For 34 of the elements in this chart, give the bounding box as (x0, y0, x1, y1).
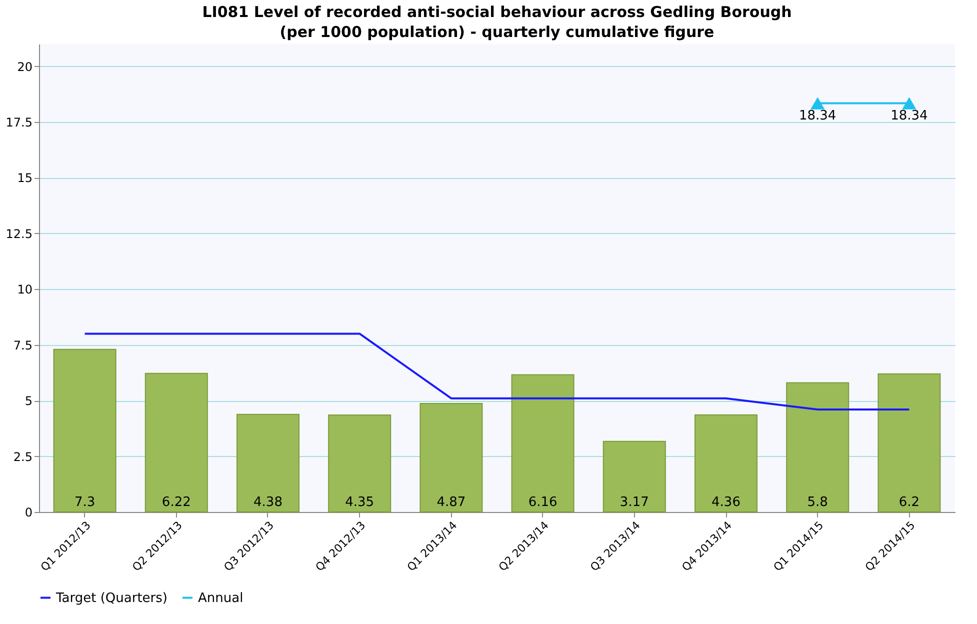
y-tick-label: 5 (24, 394, 32, 408)
bar (511, 374, 574, 512)
y-tick-label: 17.5 (6, 116, 32, 130)
bar (786, 382, 850, 512)
legend-label: Target (Quarters) (55, 590, 168, 606)
bar (236, 414, 300, 512)
data-label: 6.16 (528, 495, 558, 510)
data-label: 3.17 (620, 495, 649, 510)
data-label: 18.34 (890, 108, 928, 124)
data-label: 4.87 (436, 495, 466, 510)
bar (878, 373, 941, 512)
bar (420, 402, 483, 512)
bar (694, 414, 758, 512)
y-tick-label: 10 (17, 282, 32, 297)
data-label: 6.2 (898, 495, 920, 510)
legend-label: Annual (198, 590, 244, 606)
data-label: 7.3 (74, 495, 96, 510)
chart-title: LI081 Level of recorded anti-social behaviour across Gedling Borough (per 1000 population) - quarterly cumulative figure (202, 3, 792, 41)
data-label: 18.34 (798, 108, 836, 124)
y-tick-label: 20 (17, 60, 32, 74)
data-label: 6.22 (162, 495, 191, 510)
y-tick-label: 0 (24, 506, 32, 520)
data-label: 5.8 (807, 495, 828, 510)
data-label: 4.36 (712, 495, 740, 510)
data-label: 4.35 (345, 495, 374, 510)
data-label: 4.38 (254, 495, 282, 510)
y-tick-label: 12.5 (6, 226, 32, 241)
bar (144, 372, 208, 512)
bar (328, 414, 392, 512)
bar (602, 440, 666, 512)
y-tick-label: 7.5 (13, 338, 32, 352)
bar (53, 348, 116, 512)
y-tick-label: 2.5 (13, 450, 32, 464)
y-tick-label: 15 (17, 171, 32, 186)
